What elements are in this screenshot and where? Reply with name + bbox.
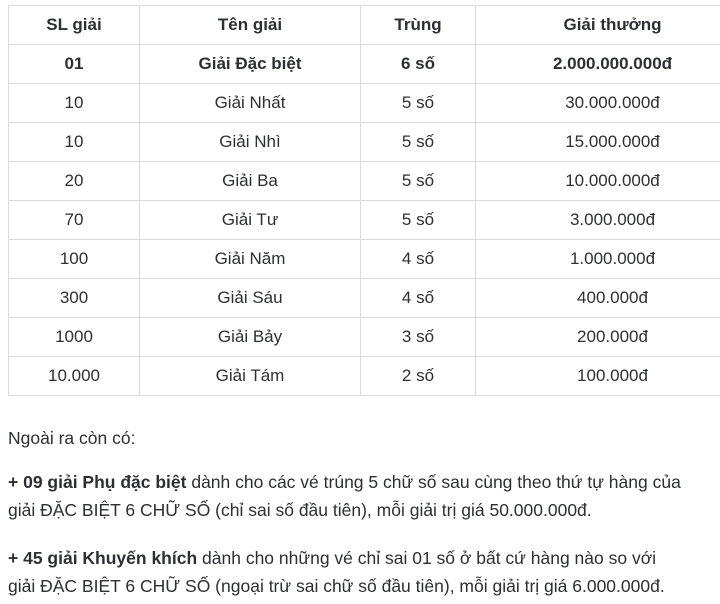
table-row: 70 Giải Tư 5 số 3.000.000đ	[8, 200, 720, 240]
cell-ten: Giải Nhất	[139, 83, 361, 123]
cell-trung: 3 số	[360, 317, 476, 357]
cell-thuong: 15.000.000đ	[475, 122, 720, 162]
table-row: 01 Giải Đặc biệt 6 số 2.000.000.000đ	[8, 44, 720, 84]
cell-sl: 1000	[8, 317, 140, 357]
cell-trung: 5 số	[360, 83, 476, 123]
notes-section: Ngoài ra còn có: + 09 giải Phụ đặc biệt …	[8, 424, 684, 604]
cell-thuong: 10.000.000đ	[475, 161, 720, 201]
cell-trung: 4 số	[360, 239, 476, 279]
cell-ten: Giải Tư	[139, 200, 361, 240]
cell-trung: 6 số	[360, 44, 476, 84]
cell-trung: 5 số	[360, 122, 476, 162]
cell-sl: 20	[8, 161, 140, 201]
cell-thuong: 100.000đ	[475, 356, 720, 396]
note-phu-dac-biet-bold: + 09 giải Phụ đặc biệt	[8, 472, 187, 492]
note-item-khuyen-khich: + 45 giải Khuyến khích dành cho những vé…	[8, 544, 684, 600]
cell-thuong: 400.000đ	[475, 278, 720, 318]
col-header-ten-giai: Tên giải	[139, 5, 361, 45]
cell-trung: 5 số	[360, 161, 476, 201]
note-khuyen-khich-bold: + 45 giải Khuyến khích	[8, 548, 198, 568]
cell-ten: Giải Năm	[139, 239, 361, 279]
table-row: 20 Giải Ba 5 số 10.000.000đ	[8, 161, 720, 201]
cell-sl: 300	[8, 278, 140, 318]
cell-ten: Giải Đặc biệt	[139, 44, 361, 84]
cell-sl: 100	[8, 239, 140, 279]
notes-intro: Ngoài ra còn có:	[8, 428, 136, 448]
cell-sl: 10	[8, 83, 140, 123]
cell-trung: 4 số	[360, 278, 476, 318]
note-item-phu-dac-biet: + 09 giải Phụ đặc biệt dành cho các vé t…	[8, 468, 684, 524]
cell-thuong: 200.000đ	[475, 317, 720, 357]
table-row: 300 Giải Sáu 4 số 400.000đ	[8, 278, 720, 318]
cell-thuong: 30.000.000đ	[475, 83, 720, 123]
col-header-giai-thuong: Giải thưởng	[475, 5, 720, 45]
cell-thuong: 2.000.000.000đ	[475, 44, 720, 84]
cell-ten: Giải Sáu	[139, 278, 361, 318]
cell-sl: 10	[8, 122, 140, 162]
table-row: 1000 Giải Bảy 3 số 200.000đ	[8, 317, 720, 357]
cell-trung: 5 số	[360, 200, 476, 240]
cell-sl: 01	[8, 44, 140, 84]
col-header-sl-giai: SL giải	[8, 5, 140, 45]
table-header-row: SL giải Tên giải Trùng Giải thưởng	[8, 5, 720, 45]
table-row: 10.000 Giải Tám 2 số 100.000đ	[8, 356, 720, 396]
table-row: 10 Giải Nhì 5 số 15.000.000đ	[8, 122, 720, 162]
note-khuyen-khich-rest: dành cho những vé chỉ sai 01 số ở bất cứ…	[8, 548, 665, 596]
table-row: 10 Giải Nhất 5 số 30.000.000đ	[8, 83, 720, 123]
cell-ten: Giải Ba	[139, 161, 361, 201]
cell-thuong: 3.000.000đ	[475, 200, 720, 240]
note-phu-dac-biet-rest: dành cho các vé trúng 5 chữ số sau cùng …	[8, 472, 681, 520]
col-header-trung: Trùng	[360, 5, 476, 45]
prize-table: SL giải Tên giải Trùng Giải thưởng 01 Giả…	[8, 5, 720, 396]
table-row: 100 Giải Năm 4 số 1.000.000đ	[8, 239, 720, 279]
cell-ten: Giải Tám	[139, 356, 361, 396]
cell-sl: 70	[8, 200, 140, 240]
cell-trung: 2 số	[360, 356, 476, 396]
cell-ten: Giải Bảy	[139, 317, 361, 357]
cell-ten: Giải Nhì	[139, 122, 361, 162]
cell-thuong: 1.000.000đ	[475, 239, 720, 279]
cell-sl: 10.000	[8, 356, 140, 396]
